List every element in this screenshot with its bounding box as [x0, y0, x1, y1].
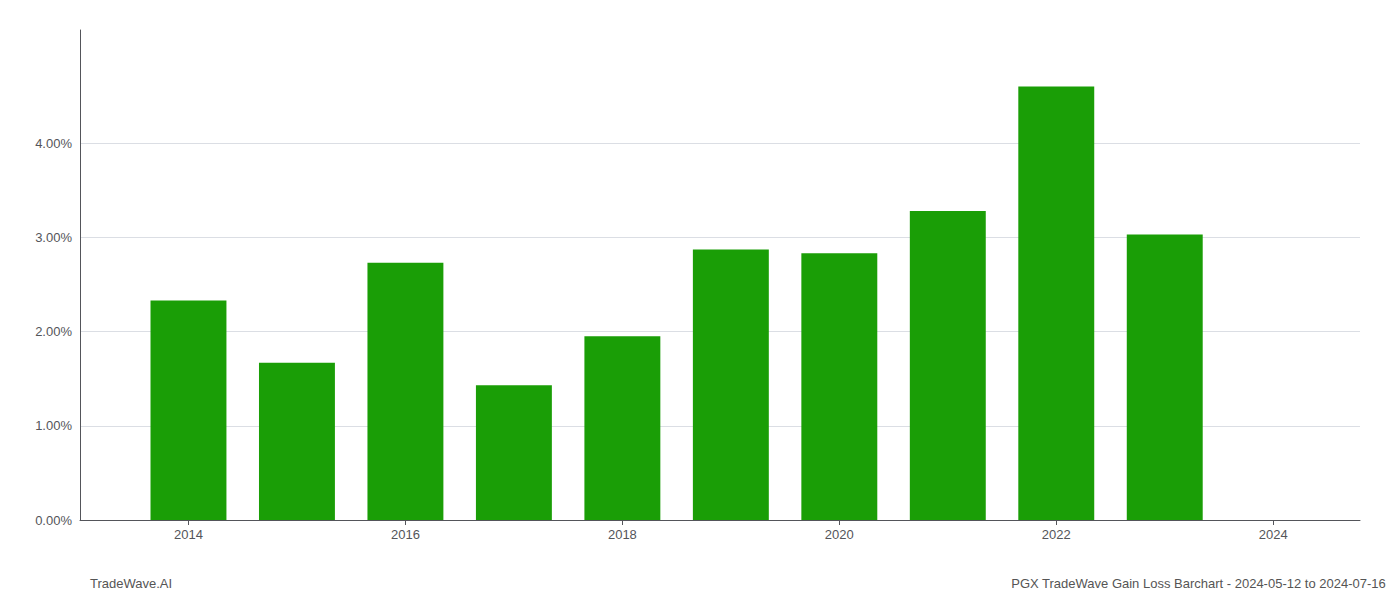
svg-text:0.00%: 0.00% — [35, 513, 72, 528]
svg-text:TradeWave.AI: TradeWave.AI — [90, 576, 172, 591]
svg-text:2016: 2016 — [391, 527, 420, 542]
svg-text:PGX TradeWave Gain Loss Barcha: PGX TradeWave Gain Loss Barchart - 2024-… — [1011, 576, 1386, 591]
svg-text:4.00%: 4.00% — [35, 136, 72, 151]
svg-text:3.00%: 3.00% — [35, 230, 72, 245]
svg-text:1.00%: 1.00% — [35, 418, 72, 433]
svg-text:2014: 2014 — [174, 527, 203, 542]
svg-text:2022: 2022 — [1042, 527, 1071, 542]
svg-text:2024: 2024 — [1259, 527, 1288, 542]
svg-text:2020: 2020 — [825, 527, 854, 542]
svg-text:2.00%: 2.00% — [35, 324, 72, 339]
svg-text:2018: 2018 — [608, 527, 637, 542]
